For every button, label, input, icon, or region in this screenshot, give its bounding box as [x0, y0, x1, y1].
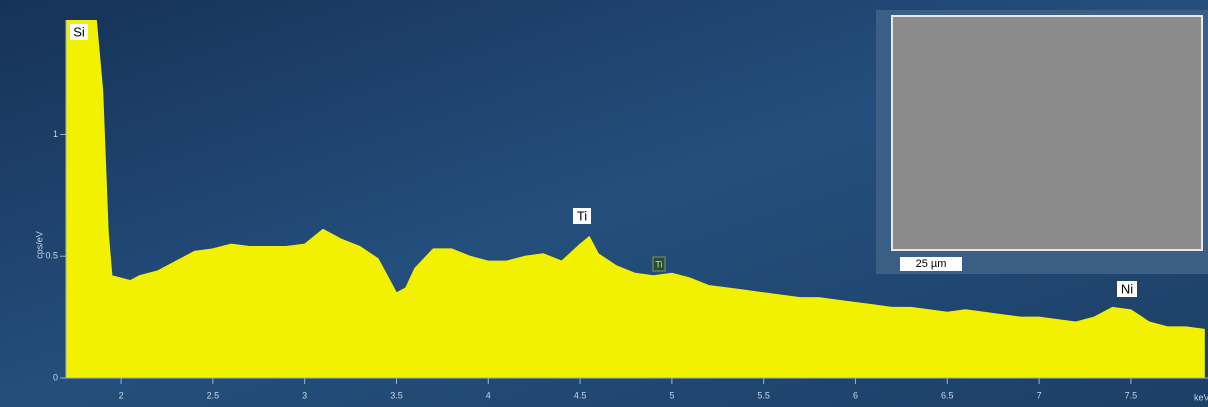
peak-label-box	[573, 208, 591, 224]
y-tick-label: 0.5	[45, 251, 58, 261]
x-tick-label: 3	[302, 390, 307, 400]
x-tick-label: 2	[119, 390, 124, 400]
axes: 0 0.5 1 2 2.5 3 3.5 4 4.5 5 5.5 6 6.5 7 7.5	[45, 20, 1208, 400]
x-tick-label: 5.5	[757, 390, 770, 400]
plot-area	[66, 20, 1205, 378]
peak-label: Ti	[655, 259, 662, 269]
x-tick-label: 7	[1037, 390, 1042, 400]
x-tick-label: 2.5	[207, 390, 220, 400]
x-tick-label: 4	[486, 390, 491, 400]
scale-bar-box	[900, 257, 962, 271]
peak-label: Si	[73, 24, 85, 39]
peak-label: Ni	[1121, 281, 1133, 296]
x-tick-label: 4.5	[574, 390, 587, 400]
peak-label: Ti	[577, 208, 587, 223]
peak-label-box	[652, 256, 666, 272]
spectrum-area	[66, 20, 1205, 378]
y-tick-label: 0	[53, 372, 58, 382]
sem-image	[891, 15, 1203, 251]
x-tick-label: 5	[669, 390, 674, 400]
y-tick-label: 1	[53, 129, 58, 139]
peak-label-box	[1117, 281, 1137, 297]
x-tick-label: 6.5	[941, 390, 954, 400]
y-axis-label: cps/eV	[34, 231, 44, 259]
x-tick-label: 6	[853, 390, 858, 400]
x-tick-label: 7.5	[1125, 390, 1138, 400]
scale-bar-label: 25 µm	[916, 258, 947, 270]
peak-label-box	[70, 24, 88, 40]
x-axis-unit: keV	[1194, 392, 1208, 402]
image-inset: 25 µm	[876, 10, 1208, 274]
x-tick-label: 3.5	[390, 390, 403, 400]
